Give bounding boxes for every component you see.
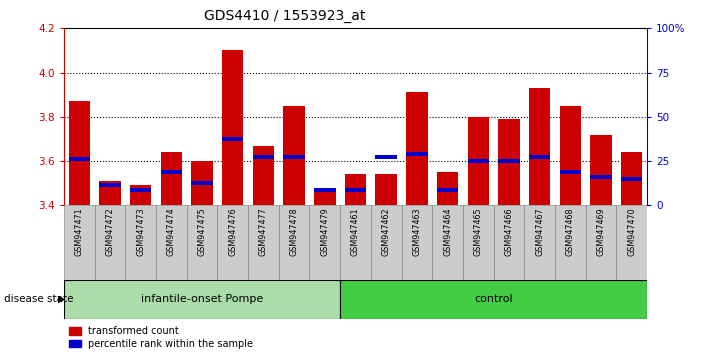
Bar: [68, 157, 90, 161]
Text: GSM947470: GSM947470: [627, 207, 636, 256]
Text: infantile-onset Pompe: infantile-onset Pompe: [141, 294, 263, 304]
Bar: [529, 88, 550, 205]
Bar: [375, 174, 397, 205]
Bar: [161, 170, 182, 174]
Text: GSM947479: GSM947479: [321, 207, 329, 256]
Bar: [314, 188, 336, 192]
Bar: [560, 170, 581, 174]
Bar: [371, 205, 402, 280]
Bar: [340, 205, 371, 280]
Bar: [406, 92, 427, 205]
Bar: [191, 181, 213, 185]
Bar: [125, 205, 156, 280]
Text: GSM947469: GSM947469: [597, 207, 606, 256]
Text: disease state: disease state: [4, 294, 73, 304]
Bar: [161, 152, 182, 205]
Bar: [314, 188, 336, 205]
Text: GSM947462: GSM947462: [382, 207, 390, 256]
Bar: [402, 205, 432, 280]
Bar: [130, 185, 151, 205]
Bar: [616, 205, 647, 280]
Text: GSM947468: GSM947468: [566, 207, 574, 256]
Bar: [498, 119, 520, 205]
Bar: [590, 175, 611, 178]
Bar: [156, 205, 187, 280]
Bar: [621, 152, 643, 205]
Bar: [284, 106, 305, 205]
Text: GSM947464: GSM947464: [443, 207, 452, 256]
Bar: [218, 205, 248, 280]
Bar: [468, 117, 489, 205]
Text: GSM947478: GSM947478: [289, 207, 299, 256]
Text: GSM947472: GSM947472: [105, 207, 114, 256]
Bar: [524, 205, 555, 280]
Text: GSM947466: GSM947466: [504, 207, 513, 256]
Bar: [309, 205, 340, 280]
Bar: [222, 51, 243, 205]
Bar: [375, 155, 397, 159]
Bar: [437, 188, 459, 192]
Bar: [191, 161, 213, 205]
Bar: [463, 205, 493, 280]
Bar: [64, 280, 340, 319]
Bar: [560, 106, 581, 205]
Bar: [252, 155, 274, 159]
Bar: [340, 280, 647, 319]
Bar: [187, 205, 218, 280]
Text: GSM947465: GSM947465: [474, 207, 483, 256]
Text: GSM947475: GSM947475: [198, 207, 207, 256]
Text: GSM947471: GSM947471: [75, 207, 84, 256]
Bar: [100, 183, 121, 187]
Bar: [493, 205, 524, 280]
Bar: [95, 205, 125, 280]
Text: GSM947461: GSM947461: [351, 207, 360, 256]
Bar: [222, 137, 243, 141]
Bar: [284, 155, 305, 159]
Bar: [406, 153, 427, 156]
Text: ▶: ▶: [58, 294, 66, 304]
Bar: [345, 174, 366, 205]
Bar: [437, 172, 459, 205]
Bar: [248, 205, 279, 280]
Bar: [590, 135, 611, 205]
Bar: [279, 205, 309, 280]
Bar: [345, 188, 366, 192]
Bar: [498, 159, 520, 163]
Text: GSM947473: GSM947473: [137, 207, 145, 256]
Text: control: control: [474, 294, 513, 304]
Bar: [68, 101, 90, 205]
Bar: [252, 145, 274, 205]
Text: GSM947474: GSM947474: [167, 207, 176, 256]
Bar: [586, 205, 616, 280]
Bar: [432, 205, 463, 280]
Text: GSM947476: GSM947476: [228, 207, 237, 256]
Text: GDS4410 / 1553923_at: GDS4410 / 1553923_at: [204, 9, 365, 23]
Bar: [529, 155, 550, 159]
Bar: [621, 177, 643, 181]
Bar: [100, 181, 121, 205]
Bar: [555, 205, 586, 280]
Bar: [64, 205, 95, 280]
Text: GSM947467: GSM947467: [535, 207, 544, 256]
Bar: [468, 159, 489, 163]
Text: GSM947477: GSM947477: [259, 207, 268, 256]
Bar: [130, 188, 151, 192]
Legend: transformed count, percentile rank within the sample: transformed count, percentile rank withi…: [69, 326, 253, 349]
Text: GSM947463: GSM947463: [412, 207, 422, 256]
